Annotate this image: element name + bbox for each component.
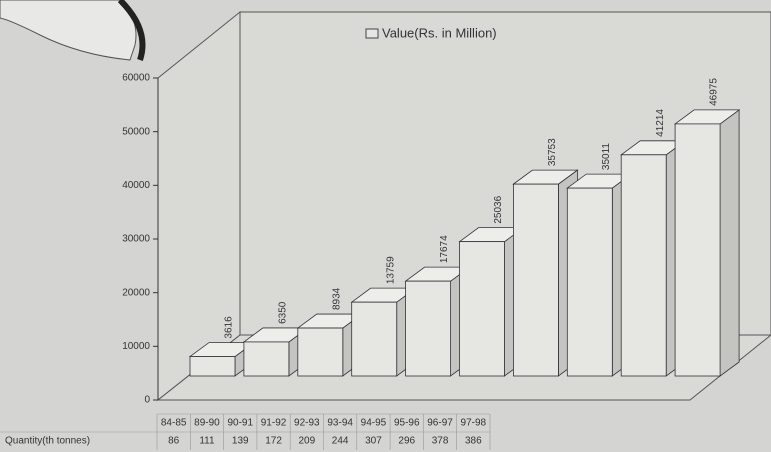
bar bbox=[513, 183, 559, 377]
y-tick-label: 50000 bbox=[122, 126, 150, 137]
table-value: 378 bbox=[432, 436, 449, 447]
legend-label: Value(Rs. in Million) bbox=[382, 25, 497, 40]
table-value: 386 bbox=[465, 436, 482, 447]
bar bbox=[297, 327, 344, 377]
x-tick-label: 84-85 bbox=[161, 418, 187, 429]
x-tick-label: 97-98 bbox=[461, 418, 487, 429]
x-tick-label: 91-92 bbox=[261, 418, 287, 429]
y-tick-label: 30000 bbox=[122, 234, 150, 245]
bar bbox=[405, 280, 452, 377]
value-label: 35011 bbox=[601, 143, 612, 171]
decoration bbox=[117, 0, 146, 61]
table-value: 296 bbox=[398, 436, 415, 447]
bar bbox=[674, 123, 721, 377]
table-value: 86 bbox=[168, 436, 180, 447]
x-tick-label: 96-97 bbox=[427, 418, 453, 429]
value-label: 13759 bbox=[385, 256, 396, 284]
value-label: 8934 bbox=[331, 287, 342, 310]
bar bbox=[566, 187, 613, 377]
table-value: 172 bbox=[265, 436, 282, 447]
x-tick-label: 92-93 bbox=[294, 418, 320, 429]
bar bbox=[620, 154, 667, 377]
table-row-label: Quantity(th tonnes) bbox=[5, 436, 90, 447]
value-label: 17674 bbox=[439, 235, 450, 263]
x-tick-label: 93-94 bbox=[327, 418, 353, 429]
value-label: 25036 bbox=[493, 195, 504, 223]
y-tick-label: 40000 bbox=[122, 180, 150, 191]
y-tick-label: 20000 bbox=[122, 287, 150, 298]
value-label: 35753 bbox=[547, 138, 558, 166]
table-value: 111 bbox=[199, 436, 215, 447]
table-value: 139 bbox=[232, 436, 249, 447]
legend-swatch bbox=[365, 28, 379, 39]
x-tick-label: 94-95 bbox=[361, 418, 387, 429]
value-label: 46975 bbox=[709, 78, 720, 106]
value-label: 6350 bbox=[278, 301, 289, 324]
table-value: 209 bbox=[299, 436, 316, 447]
x-tick-label: 90-91 bbox=[227, 418, 253, 429]
table-value: 307 bbox=[365, 436, 382, 447]
x-tick-label: 89-90 bbox=[194, 418, 220, 429]
side-wall bbox=[157, 10, 241, 402]
value-label: 41214 bbox=[655, 109, 666, 137]
bar bbox=[351, 301, 398, 377]
y-tick-label: 60000 bbox=[122, 73, 150, 84]
decoration bbox=[0, 0, 137, 61]
bar bbox=[459, 241, 505, 377]
x-tick-label: 95-96 bbox=[394, 418, 420, 429]
bar bbox=[243, 341, 290, 377]
bar bbox=[189, 356, 236, 377]
table-value: 244 bbox=[332, 436, 349, 447]
bar-side bbox=[719, 109, 740, 377]
y-tick-label: 0 bbox=[144, 395, 150, 406]
y-tick-label: 10000 bbox=[122, 341, 150, 352]
value-label: 3616 bbox=[224, 316, 235, 339]
